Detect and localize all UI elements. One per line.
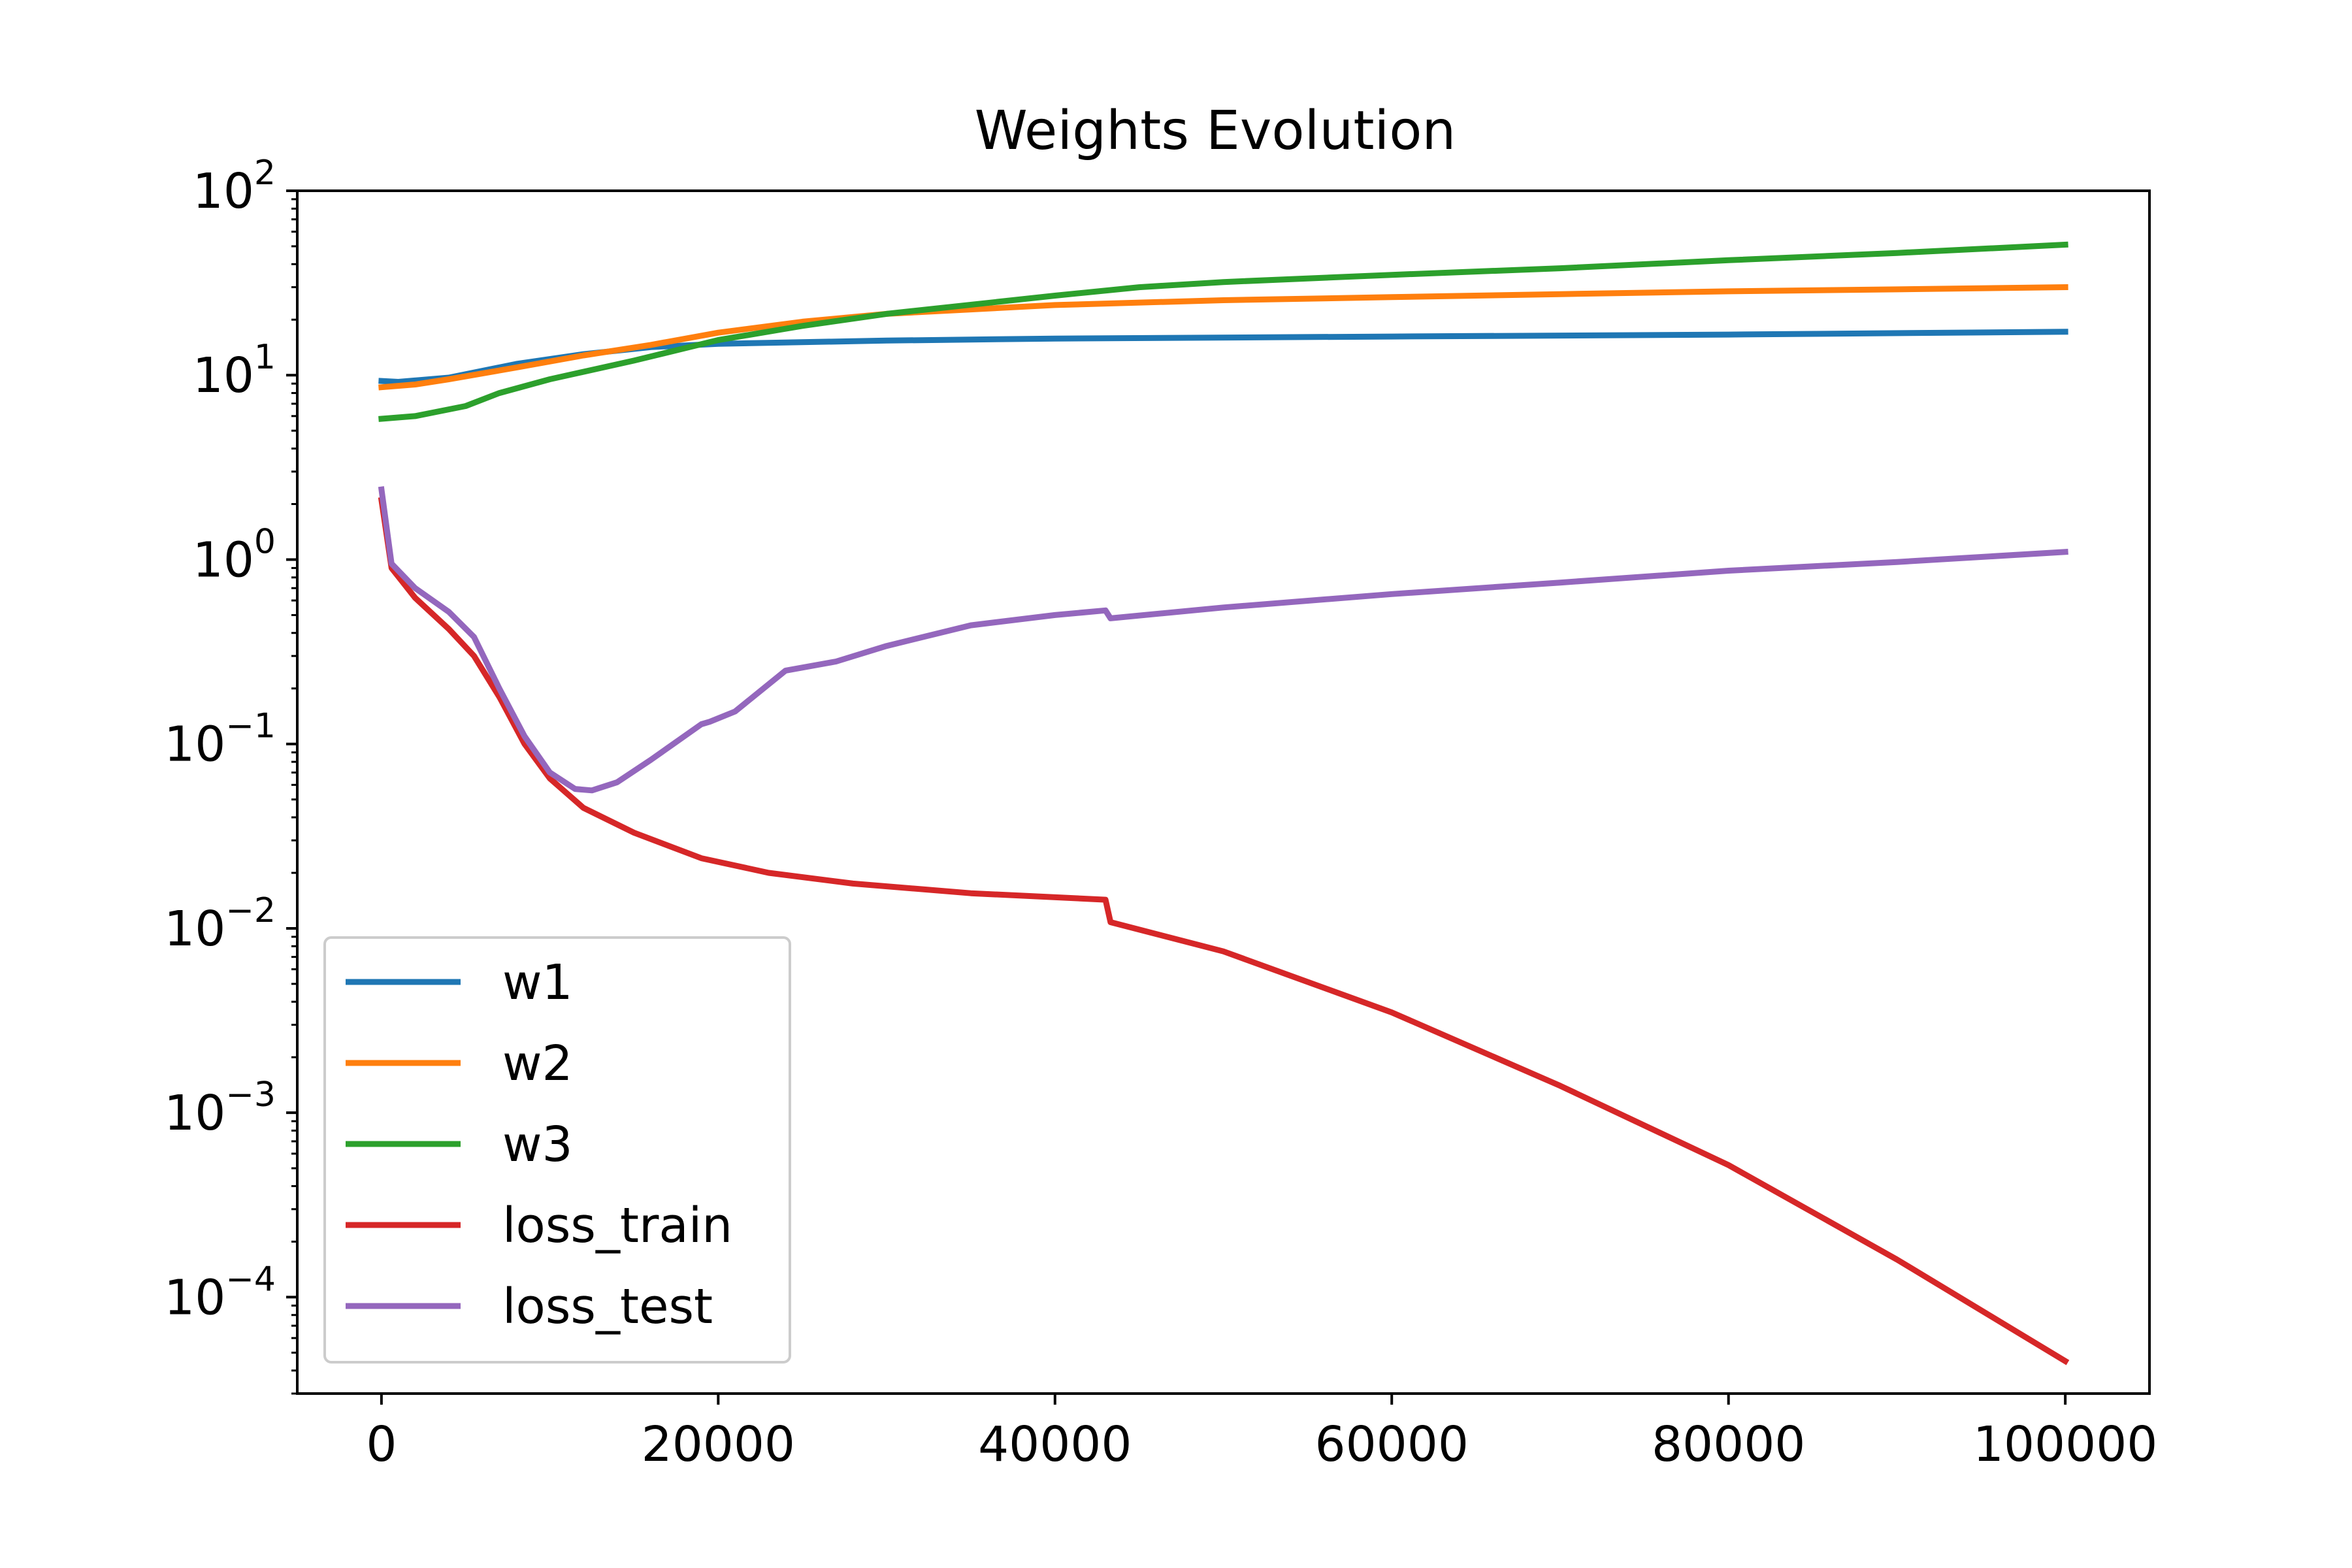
y-tick-base: 10: [164, 1269, 225, 1326]
legend: w1 w2 w3 loss_train loss_test: [323, 936, 791, 1364]
y-tick-label: 10−4: [164, 1260, 276, 1326]
y-tick-label: 100: [193, 522, 276, 588]
y-tick-base: 10: [193, 532, 254, 588]
legend-label-loss_test: loss_test: [502, 1279, 713, 1335]
x-tick-label: 40000: [978, 1416, 1132, 1473]
y-tick-base: 10: [193, 348, 254, 404]
y-tick-exponent: −1: [225, 707, 276, 746]
y-tick-label: 101: [193, 338, 276, 404]
y-tick-label: 10−1: [164, 707, 276, 773]
x-tick-label: 80000: [1652, 1416, 1805, 1473]
y-tick-exponent: 1: [254, 338, 276, 377]
chart-title: Weights Evolution: [975, 100, 1456, 162]
y-tick-base: 10: [164, 717, 225, 773]
y-tick-label: 10−2: [164, 891, 276, 957]
y-tick-base: 10: [164, 901, 225, 957]
x-axis: 0 20000 40000 60000 80000 100000: [366, 1394, 2157, 1473]
legend-label-loss_train: loss_train: [502, 1198, 732, 1254]
series-line-w3: [378, 241, 2068, 422]
legend-label-w2: w2: [502, 1036, 573, 1092]
y-tick-base: 10: [164, 1085, 225, 1141]
y-tick-exponent: −4: [225, 1260, 276, 1299]
legend-label-w1: w1: [502, 955, 573, 1011]
legend-label-w3: w3: [502, 1117, 573, 1173]
x-tick-label: 0: [366, 1416, 397, 1473]
plot-lines: [378, 241, 2070, 1365]
x-tick-label: 20000: [642, 1416, 795, 1473]
plot-frame: [296, 189, 2151, 1395]
series-line-loss_test: [378, 486, 2068, 794]
y-tick-base: 10: [193, 163, 254, 220]
y-tick-exponent: 0: [254, 522, 276, 561]
y-tick-label: 102: [193, 154, 276, 220]
y-tick-exponent: −3: [225, 1075, 276, 1115]
x-tick-label: 100000: [1973, 1416, 2158, 1473]
x-tick-label: 60000: [1315, 1416, 1469, 1473]
legend-box: [323, 936, 791, 1364]
y-tick-exponent: −2: [225, 891, 276, 930]
y-tick-exponent: 2: [254, 154, 276, 193]
y-tick-label: 10−3: [164, 1075, 276, 1141]
series-line-loss_train: [378, 497, 2070, 1365]
